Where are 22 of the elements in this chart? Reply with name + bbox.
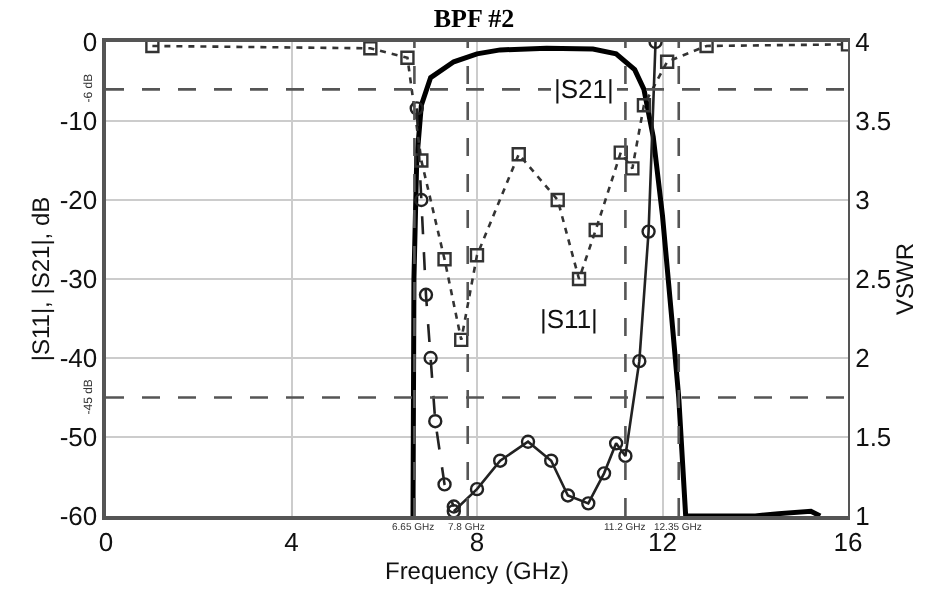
y-tick-label: -40 <box>59 343 98 374</box>
y2-tick-label: 4 <box>855 27 870 58</box>
y-tick-label: -10 <box>59 106 98 137</box>
y-tick-label: -50 <box>59 422 98 453</box>
x-axis-title: Frequency (GHz) <box>384 556 570 585</box>
annotation: |S11| <box>540 304 598 334</box>
y-tick-label: 0 <box>82 27 98 58</box>
y-tick-label: -60 <box>59 501 98 532</box>
y-tick-label: -20 <box>59 185 98 216</box>
annotation: |S21| <box>554 74 614 104</box>
y-axis-title: |S11|, |S21|, dB <box>27 196 56 362</box>
x-tick-label: 16 <box>833 526 863 557</box>
chart-title: BPF #2 <box>433 3 515 34</box>
y2-tick-label: 3.5 <box>855 106 892 137</box>
y2-tick-label: 1 <box>855 501 870 532</box>
x-tick-label: 4 <box>284 526 299 557</box>
y2-tick-label: 2 <box>855 343 870 374</box>
y2-tick-label: 1.5 <box>855 422 892 453</box>
y2-tick-label: 3 <box>855 185 870 216</box>
y-tick-label: -30 <box>59 264 98 295</box>
y2-tick-label: 2.5 <box>855 264 892 295</box>
y2-axis-title: VSWR <box>891 242 920 315</box>
